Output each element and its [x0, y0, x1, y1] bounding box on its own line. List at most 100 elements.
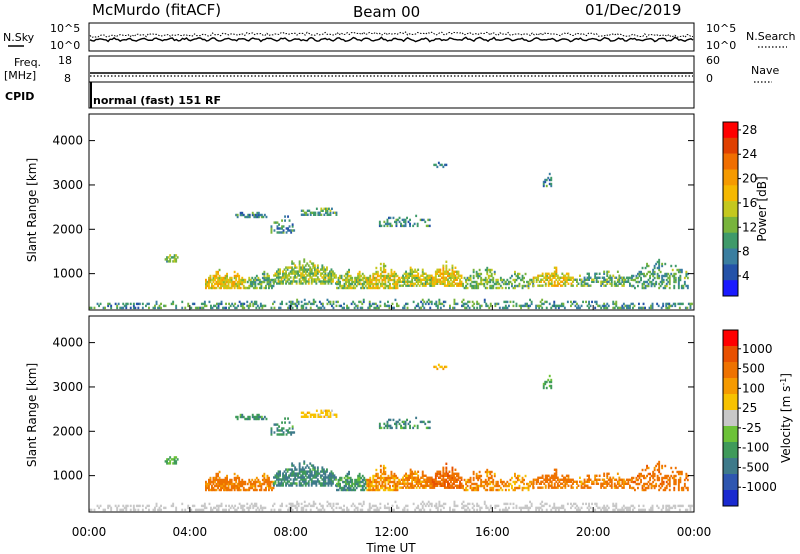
velocity-cell — [323, 508, 326, 512]
power-cell — [326, 280, 328, 283]
velocity-cell — [364, 486, 367, 490]
velocity-cell — [418, 508, 421, 512]
velocity-echo-cells — [89, 363, 693, 512]
velocity-cell — [555, 468, 558, 471]
power-cell — [226, 284, 228, 288]
velocity-cell — [439, 504, 442, 508]
velocity-cell — [447, 472, 449, 475]
power-cell — [324, 270, 327, 273]
velocity-cell — [312, 474, 315, 477]
velocity-cell — [535, 478, 538, 481]
power-cell — [254, 280, 257, 284]
power-cell — [271, 278, 273, 282]
power-cell — [400, 280, 403, 283]
velocity-cell — [494, 506, 497, 510]
power-cell — [322, 282, 325, 285]
power-cell — [233, 274, 236, 278]
velocity-cell — [404, 422, 407, 426]
power-cell — [414, 306, 417, 310]
power-cell — [319, 268, 322, 271]
velocity-cell — [424, 504, 427, 508]
velocity-cell — [647, 484, 650, 488]
velocity-cell — [426, 502, 429, 506]
velocity-cell — [677, 486, 680, 490]
power-cell — [541, 284, 544, 287]
power-cell — [598, 304, 601, 308]
velocity-cell — [633, 506, 636, 510]
velocity-cell — [691, 504, 693, 508]
velocity-cell — [502, 484, 505, 488]
velocity-cell — [637, 474, 639, 478]
power-cell — [572, 276, 574, 279]
power-cell — [610, 278, 613, 281]
power-cell — [616, 284, 619, 287]
velocity-cell — [586, 478, 589, 481]
power-cell — [518, 272, 521, 276]
power-cell — [322, 276, 325, 279]
velocity-cell — [226, 474, 228, 478]
velocity-cell — [255, 488, 258, 492]
velocity-cell — [373, 488, 376, 492]
power-cell — [411, 280, 414, 283]
power-cell — [495, 280, 498, 284]
velocity-cell — [665, 476, 668, 480]
power-cell — [643, 282, 645, 286]
power-cell — [646, 272, 648, 276]
power-cell — [208, 286, 210, 290]
velocity-cell — [417, 470, 420, 473]
power-cell — [526, 284, 528, 288]
velocity-cell — [403, 508, 406, 512]
power-cell — [658, 286, 661, 290]
power-cell — [389, 216, 392, 220]
power-cell — [260, 213, 263, 217]
velocity-cell — [442, 502, 445, 506]
velocity-cell — [298, 470, 301, 473]
power-cell — [233, 286, 236, 290]
power-cell — [421, 270, 424, 273]
velocity-cell — [437, 476, 440, 479]
power-cell — [289, 272, 292, 275]
power-cell — [469, 274, 472, 278]
velocity-cell — [288, 474, 290, 477]
velocity-cell — [400, 478, 403, 481]
velocity-cell — [468, 478, 470, 482]
velocity-cell — [646, 466, 648, 470]
velocity-cell — [480, 474, 483, 478]
velocity-cell — [652, 480, 655, 484]
velocity-cell — [517, 474, 519, 478]
power-cell — [372, 272, 375, 276]
power-cell — [651, 302, 654, 306]
velocity-cell — [218, 484, 221, 488]
power-cell — [395, 282, 397, 286]
velocity-cell — [90, 508, 93, 512]
velocity-cell — [670, 466, 673, 470]
velocity-cell — [266, 482, 269, 486]
velocity-cell — [309, 413, 312, 416]
velocity-cell — [248, 415, 251, 419]
velocity-cell — [225, 504, 227, 508]
velocity-cell — [643, 484, 645, 488]
velocity-cell — [621, 486, 624, 489]
power-cell — [382, 270, 385, 274]
velocity-cell — [349, 484, 352, 488]
power-cell — [382, 266, 385, 270]
velocity-cell — [396, 504, 398, 508]
power-cell — [190, 306, 193, 310]
power-cell — [566, 300, 569, 304]
power-cell — [254, 213, 257, 217]
velocity-cell — [475, 474, 478, 478]
velocity-cell — [329, 482, 331, 485]
power-cell — [603, 304, 606, 308]
velocity-cell — [430, 502, 433, 506]
power-cell — [678, 306, 681, 310]
power-cell — [292, 280, 295, 283]
power-cell — [312, 298, 315, 302]
velocity-cell — [471, 506, 474, 510]
power-cell — [249, 304, 252, 308]
velocity-cell — [251, 478, 254, 482]
velocity-cell — [367, 482, 370, 486]
velocity-cell — [288, 506, 291, 510]
velocity-cell — [541, 504, 544, 508]
power-cell — [668, 282, 671, 286]
